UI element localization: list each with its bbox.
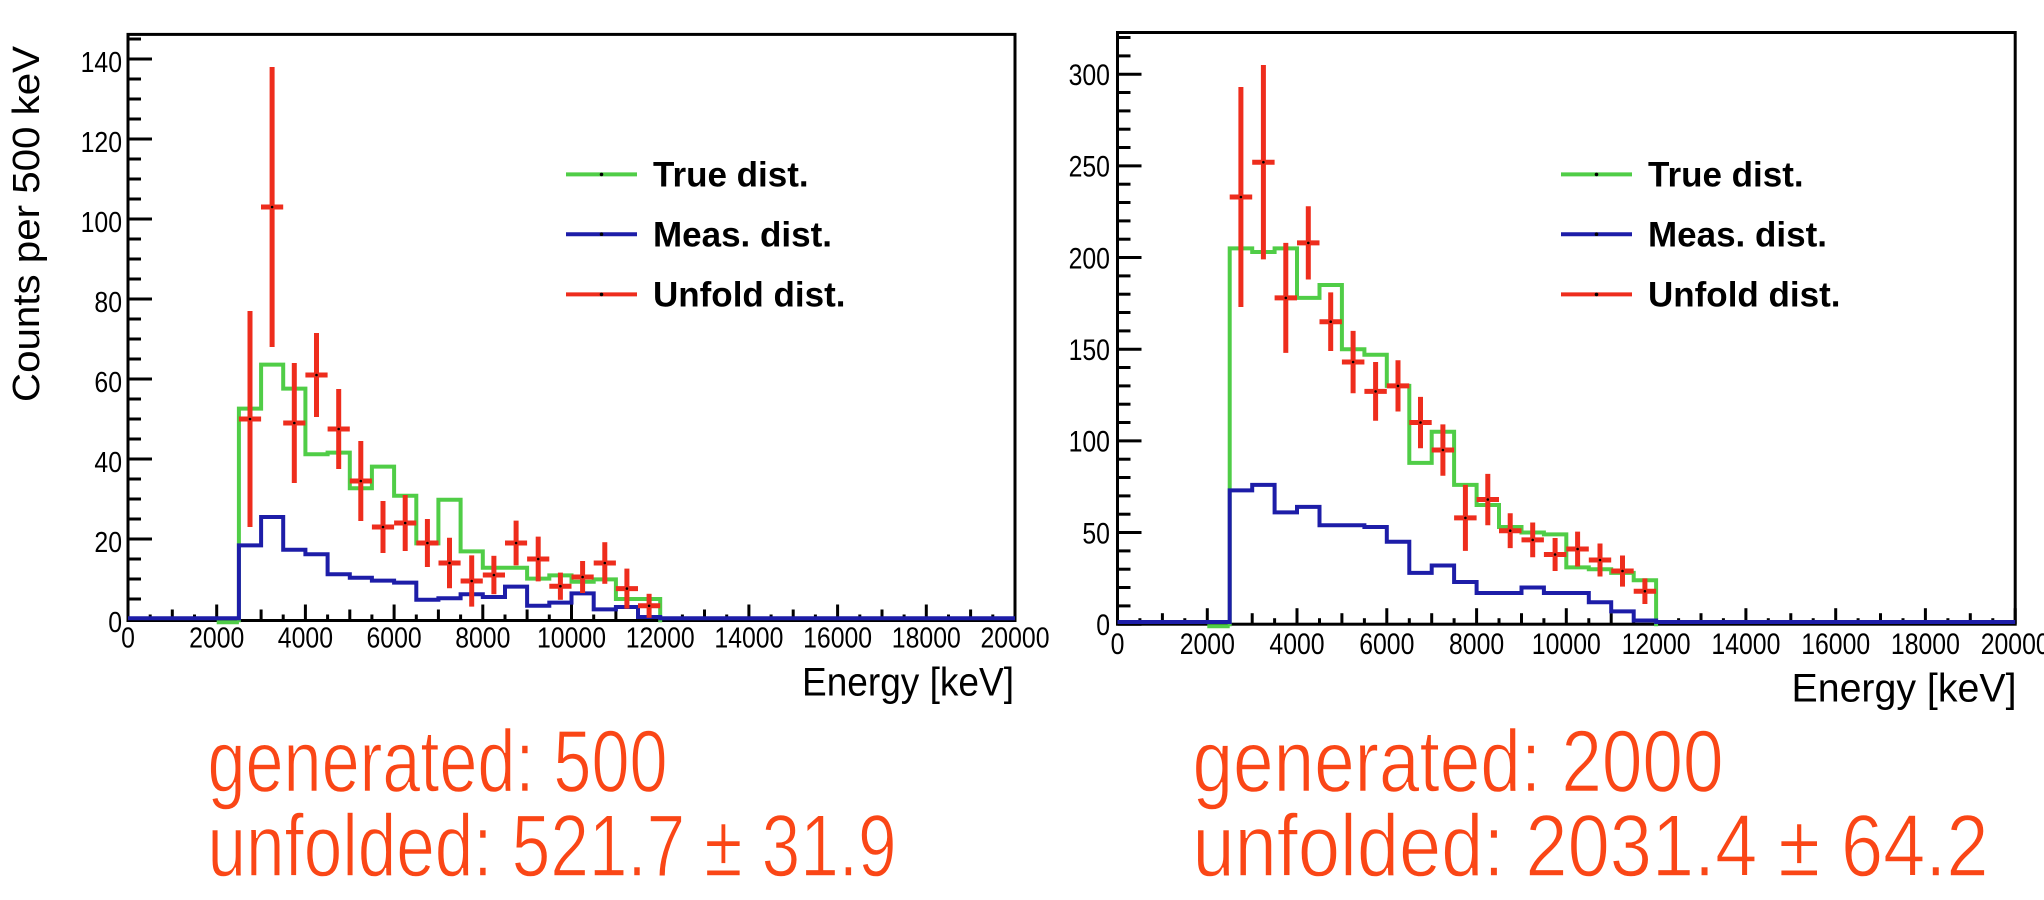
svg-text:2000: 2000 <box>189 623 244 655</box>
svg-text:18000: 18000 <box>892 623 961 655</box>
svg-text:20: 20 <box>94 527 122 559</box>
svg-text:0: 0 <box>121 623 135 655</box>
svg-text:unfolded: 521.7 ± 31.9: unfolded: 521.7 ± 31.9 <box>208 796 897 895</box>
svg-text:unfolded: 2031.4 ± 64.2: unfolded: 2031.4 ± 64.2 <box>1193 796 1989 895</box>
svg-text:6000: 6000 <box>1359 628 1414 661</box>
svg-text:Meas. dist.: Meas. dist. <box>653 215 832 254</box>
svg-text:2000: 2000 <box>1180 628 1235 661</box>
svg-text:generated: 500: generated: 500 <box>208 712 668 811</box>
svg-text:60: 60 <box>94 367 122 399</box>
svg-text:0: 0 <box>1111 628 1125 661</box>
svg-text:Energy [keV]: Energy [keV] <box>1792 667 2017 711</box>
svg-text:200: 200 <box>1069 242 1110 275</box>
svg-text:150: 150 <box>1069 334 1110 367</box>
svg-text:120: 120 <box>81 127 122 159</box>
svg-text:10000: 10000 <box>1532 628 1601 661</box>
svg-text:40: 40 <box>94 447 122 479</box>
svg-text:Energy [keV]: Energy [keV] <box>802 661 1014 705</box>
svg-text:16000: 16000 <box>1801 628 1870 661</box>
svg-text:20000: 20000 <box>1981 628 2044 661</box>
svg-text:True dist.: True dist. <box>1648 156 1804 195</box>
svg-text:4000: 4000 <box>1269 628 1324 661</box>
svg-text:100: 100 <box>81 207 122 239</box>
svg-text:12000: 12000 <box>626 623 695 655</box>
svg-text:20000: 20000 <box>981 623 1050 655</box>
svg-text:6000: 6000 <box>367 623 422 655</box>
svg-text:10000: 10000 <box>537 623 606 655</box>
svg-text:generated: 2000: generated: 2000 <box>1193 712 1724 811</box>
svg-text:Unfold dist.: Unfold dist. <box>1648 276 1840 315</box>
svg-text:8000: 8000 <box>1449 628 1504 661</box>
svg-text:100: 100 <box>1069 426 1110 459</box>
svg-text:18000: 18000 <box>1891 628 1960 661</box>
svg-text:0: 0 <box>1096 609 1110 642</box>
svg-text:80: 80 <box>94 287 122 319</box>
svg-text:14000: 14000 <box>1711 628 1780 661</box>
svg-text:140: 140 <box>81 47 122 79</box>
svg-text:True dist.: True dist. <box>653 156 809 195</box>
svg-text:250: 250 <box>1069 151 1110 184</box>
svg-text:Unfold dist.: Unfold dist. <box>653 276 845 315</box>
svg-text:0: 0 <box>108 607 122 639</box>
svg-text:300: 300 <box>1069 59 1110 92</box>
svg-text:50: 50 <box>1082 517 1110 550</box>
svg-text:Meas. dist.: Meas. dist. <box>1648 215 1827 254</box>
svg-text:4000: 4000 <box>278 623 333 655</box>
svg-text:16000: 16000 <box>803 623 872 655</box>
svg-text:Counts per 500 keV: Counts per 500 keV <box>6 45 48 402</box>
svg-text:12000: 12000 <box>1622 628 1691 661</box>
svg-text:14000: 14000 <box>714 623 783 655</box>
svg-text:8000: 8000 <box>455 623 510 655</box>
